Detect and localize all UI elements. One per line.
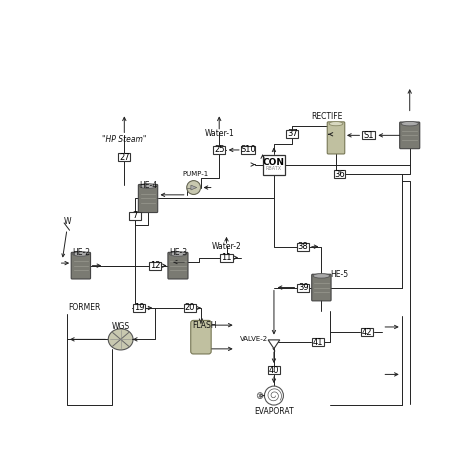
Text: RECTIFE: RECTIFE [311, 111, 343, 120]
FancyBboxPatch shape [312, 338, 324, 346]
FancyBboxPatch shape [168, 252, 188, 279]
Text: 12: 12 [150, 261, 161, 270]
Text: HE-2: HE-2 [72, 248, 90, 257]
Text: 27: 27 [119, 153, 129, 162]
Text: 20: 20 [185, 303, 195, 312]
Text: HE-3: HE-3 [169, 248, 187, 257]
Ellipse shape [73, 252, 89, 256]
Text: FORMER: FORMER [68, 303, 101, 312]
FancyBboxPatch shape [312, 274, 331, 301]
Circle shape [264, 386, 283, 405]
FancyBboxPatch shape [133, 304, 145, 312]
Text: S1: S1 [364, 131, 374, 140]
Text: 41: 41 [312, 338, 323, 347]
Text: 39: 39 [298, 283, 309, 292]
FancyBboxPatch shape [184, 304, 196, 312]
Polygon shape [268, 340, 280, 349]
FancyBboxPatch shape [138, 184, 158, 212]
FancyBboxPatch shape [268, 366, 280, 374]
Text: W: W [63, 217, 71, 226]
Text: HE-5: HE-5 [330, 270, 349, 279]
Text: Water-1: Water-1 [204, 129, 234, 138]
Text: Water-2: Water-2 [211, 242, 241, 251]
FancyBboxPatch shape [149, 262, 161, 270]
Text: 36: 36 [334, 170, 345, 179]
Text: $\otimes$: $\otimes$ [255, 390, 264, 401]
Ellipse shape [329, 121, 343, 126]
Text: 7: 7 [133, 211, 138, 220]
Text: 19: 19 [134, 303, 144, 312]
Text: PUMP-1: PUMP-1 [182, 172, 209, 177]
FancyBboxPatch shape [71, 252, 91, 279]
Text: RBATX: RBATX [266, 166, 282, 171]
Text: 42: 42 [362, 328, 372, 337]
Ellipse shape [313, 273, 330, 278]
FancyBboxPatch shape [400, 122, 420, 149]
Text: 37: 37 [287, 129, 298, 138]
Text: 11: 11 [221, 253, 232, 262]
FancyBboxPatch shape [129, 211, 141, 219]
Text: CON: CON [263, 158, 285, 167]
FancyBboxPatch shape [362, 131, 375, 139]
FancyBboxPatch shape [220, 254, 233, 262]
Ellipse shape [140, 184, 156, 189]
Text: EVAPORAT: EVAPORAT [254, 407, 294, 416]
Text: 40: 40 [269, 365, 279, 374]
FancyBboxPatch shape [263, 155, 285, 174]
FancyBboxPatch shape [297, 283, 309, 292]
FancyBboxPatch shape [241, 146, 255, 154]
Text: FLASH: FLASH [192, 320, 217, 329]
FancyBboxPatch shape [334, 170, 346, 178]
Text: HE-4: HE-4 [139, 181, 157, 190]
Text: 25: 25 [214, 146, 225, 155]
Text: WGS: WGS [111, 322, 130, 331]
FancyBboxPatch shape [297, 243, 309, 251]
FancyBboxPatch shape [327, 122, 345, 154]
FancyBboxPatch shape [213, 146, 225, 154]
Ellipse shape [108, 329, 133, 350]
Ellipse shape [401, 121, 419, 126]
Text: 38: 38 [298, 242, 309, 251]
FancyBboxPatch shape [118, 153, 130, 161]
Ellipse shape [169, 252, 187, 256]
FancyBboxPatch shape [286, 129, 298, 137]
Text: S10: S10 [240, 146, 256, 155]
Text: VALVE-2: VALVE-2 [240, 336, 268, 342]
FancyBboxPatch shape [361, 328, 373, 337]
Text: "HP Steam": "HP Steam" [102, 135, 146, 144]
Polygon shape [191, 185, 197, 190]
FancyBboxPatch shape [191, 320, 211, 354]
Circle shape [187, 181, 201, 194]
